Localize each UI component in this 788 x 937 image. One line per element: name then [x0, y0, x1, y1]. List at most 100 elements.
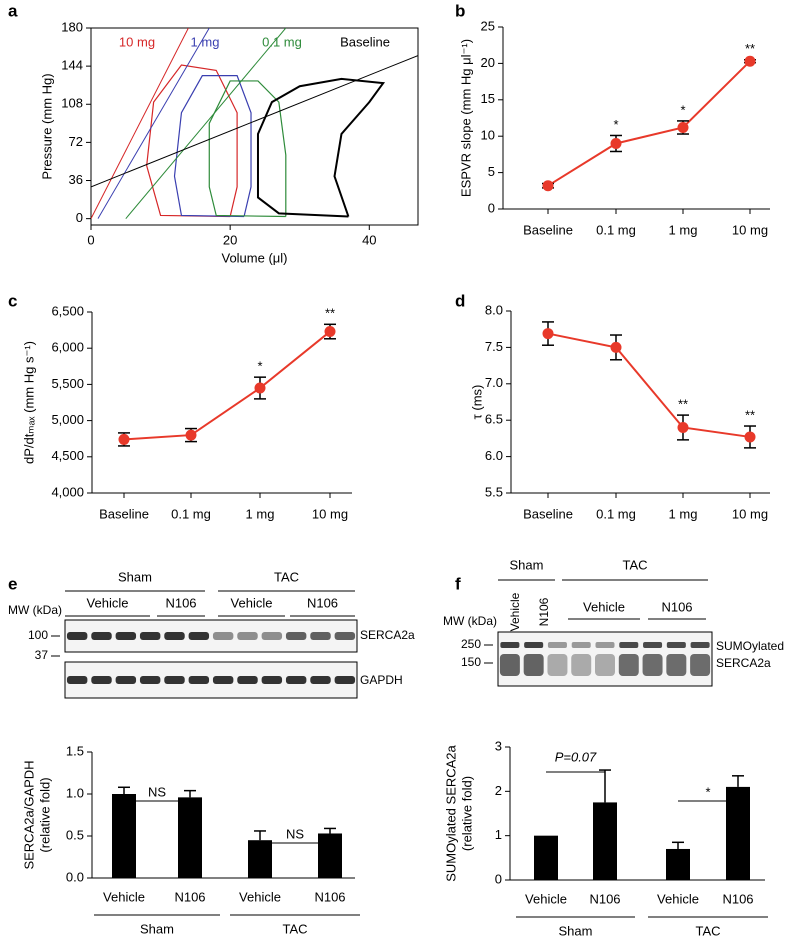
- data-point: [118, 433, 130, 445]
- y-tick-label: 1.0: [66, 785, 84, 800]
- group-label: TAC: [695, 923, 720, 937]
- blot-band: [334, 632, 356, 640]
- plot-frame: [90, 27, 419, 226]
- data-point: [324, 326, 336, 338]
- x-tick-label: 10 mg: [312, 506, 348, 521]
- data-point: [677, 421, 689, 433]
- significance: *: [680, 102, 685, 117]
- blot-band: [115, 676, 137, 684]
- error-bar: [732, 775, 744, 787]
- pv-loop: [256, 77, 386, 218]
- y-tick-label: 1.5: [66, 743, 84, 758]
- blot-lane-label: Vehicle: [508, 592, 522, 631]
- y-tick-label: 5: [488, 164, 495, 179]
- x-tick-label: N106: [174, 889, 205, 904]
- y-tick-label: 36: [69, 172, 83, 187]
- blot-smear: [499, 654, 520, 676]
- data-point: [610, 341, 622, 353]
- panel-letter: d: [455, 291, 465, 310]
- data-point: [542, 328, 554, 340]
- blot-band: [595, 642, 615, 648]
- blot-smear: [666, 654, 687, 676]
- blot-lane-label: Vehicle: [583, 599, 625, 614]
- comparison-label: P=0.07: [555, 749, 597, 764]
- blot-mw-label: MW (kDa): [8, 603, 62, 617]
- y-tick-label: 1: [495, 827, 502, 842]
- bar: [318, 833, 342, 878]
- x-tick-label: 0.1 mg: [596, 506, 636, 521]
- y-tick-label: 108: [61, 96, 83, 111]
- blot-smear: [547, 654, 568, 676]
- comparison-label: NS: [286, 826, 304, 841]
- blot-group-label: TAC: [274, 569, 299, 584]
- y-tick-label: 2: [495, 783, 502, 798]
- data-line: [547, 332, 751, 438]
- bar: [593, 802, 617, 880]
- blot-band: [237, 676, 258, 684]
- y-tick-label: 6,000: [51, 340, 84, 355]
- espvr-line: [91, 55, 418, 188]
- blot-band: [334, 676, 356, 684]
- x-tick-label: 40: [362, 232, 376, 247]
- blot-band: [310, 632, 331, 640]
- blot-band: [500, 642, 520, 648]
- blot-marker: 150: [461, 655, 481, 669]
- blot-band: [261, 632, 283, 640]
- data-point: [542, 180, 554, 192]
- y-axis-label: (relative fold): [37, 777, 52, 852]
- y-tick-label: 25: [481, 18, 495, 33]
- y-tick-label: 0.0: [66, 869, 84, 884]
- error-bar: [324, 827, 336, 834]
- data-point: [254, 382, 266, 394]
- y-axis-label: SERCA2a/GAPDH: [21, 760, 36, 869]
- blot-band-label: SERCA2a: [716, 656, 771, 670]
- blot-lane-label: N106: [537, 597, 551, 626]
- blot-lane-label: N106: [165, 595, 196, 610]
- data-point: [744, 55, 756, 67]
- panel-letter: e: [8, 574, 17, 593]
- blot-band: [188, 676, 210, 684]
- blot-band: [643, 642, 663, 648]
- blot-band-label: SUMOylated: [716, 639, 784, 653]
- y-tick-label: 0.5: [66, 827, 84, 842]
- blot-band: [310, 676, 331, 684]
- panel-letter: b: [455, 1, 465, 20]
- blot-band: [66, 632, 88, 640]
- significance: *: [257, 359, 262, 374]
- y-tick-label: 7.0: [485, 375, 503, 390]
- blot-band: [212, 676, 234, 684]
- bar: [666, 848, 690, 880]
- blot-band: [690, 642, 710, 648]
- error-bar: [184, 789, 196, 798]
- blot-band: [164, 676, 185, 684]
- significance: **: [745, 41, 755, 56]
- group-label: Sham: [140, 921, 174, 936]
- plot-area: [91, 28, 418, 219]
- blot-lane-label: N106: [307, 595, 338, 610]
- y-tick-label: 0: [495, 871, 502, 886]
- x-tick-label: Vehicle: [657, 891, 699, 906]
- blot-box: [64, 661, 358, 699]
- blot-group-label: TAC: [622, 557, 647, 572]
- significance: **: [325, 306, 335, 321]
- blot-band: [285, 632, 307, 640]
- y-axis-label: SUMOylated SERCA2a: [443, 744, 458, 881]
- blot-marker: 250: [461, 637, 481, 651]
- blot-group-label: Sham: [118, 569, 152, 584]
- blot-band: [212, 632, 234, 640]
- y-tick-label: 180: [61, 19, 83, 34]
- error-bar: [254, 830, 266, 841]
- x-tick-label: 1 mg: [669, 222, 698, 237]
- blot-group-label: Sham: [510, 557, 544, 572]
- y-axis-label: Pressure (mm Hg): [39, 73, 54, 179]
- panel-letter: a: [8, 1, 18, 20]
- x-tick-label: 1 mg: [246, 506, 275, 521]
- blot-band: [91, 632, 112, 640]
- y-tick-label: 0: [76, 210, 83, 225]
- blot-band: [261, 676, 283, 684]
- significance: **: [745, 407, 755, 422]
- y-tick-label: 72: [69, 134, 83, 149]
- x-tick-label: 10 mg: [732, 222, 768, 237]
- blot-band: [237, 632, 258, 640]
